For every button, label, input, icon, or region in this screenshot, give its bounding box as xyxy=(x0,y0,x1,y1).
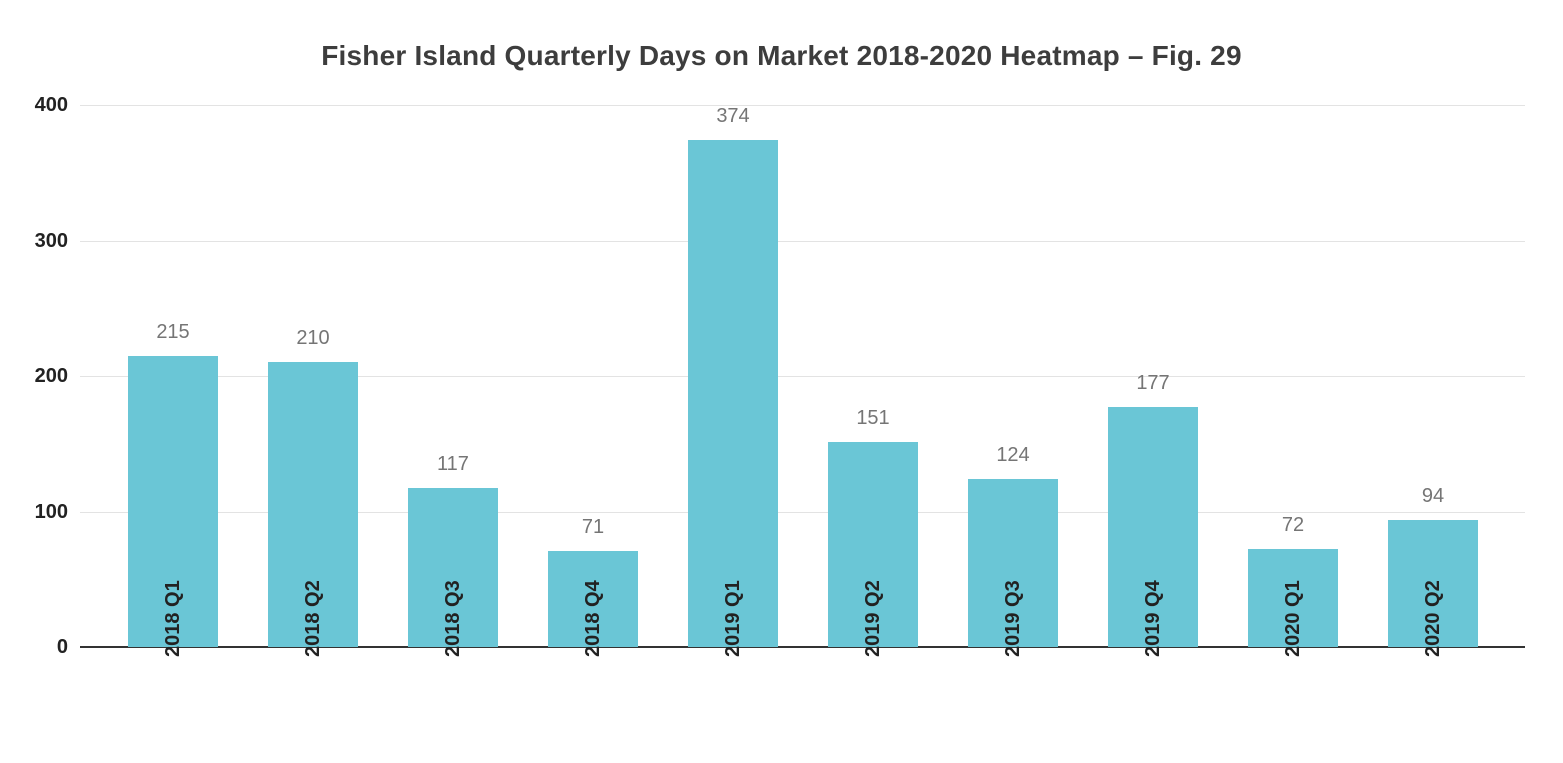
y-axis-tick-label: 300 xyxy=(34,229,68,252)
bar xyxy=(1108,407,1198,647)
bar-value-label: 177 xyxy=(1136,372,1170,394)
bar xyxy=(408,488,498,647)
bar xyxy=(688,140,778,647)
bar-value-label: 72 xyxy=(1281,514,1305,536)
bar xyxy=(268,362,358,647)
gridline xyxy=(80,240,1525,242)
bar-value-label: 71 xyxy=(581,516,605,538)
gridline xyxy=(80,511,1525,513)
bar xyxy=(1388,520,1478,647)
bar-value-label: 94 xyxy=(1421,485,1445,507)
y-axis-tick-label: 100 xyxy=(34,500,68,523)
bar-value-label: 117 xyxy=(437,453,469,475)
chart-title: Fisher Island Quarterly Days on Market 2… xyxy=(321,40,1242,71)
bar-value-label: 215 xyxy=(156,321,190,343)
y-axis-tick-label: 0 xyxy=(56,636,68,658)
gridline xyxy=(80,105,1525,106)
bar-value-label: 374 xyxy=(716,105,750,127)
bar-value-label: 151 xyxy=(856,407,890,429)
bar xyxy=(968,479,1058,647)
x-axis-baseline xyxy=(80,646,1525,648)
bar-value-label: 210 xyxy=(296,327,330,349)
gridline xyxy=(80,376,1525,377)
bar-value-label: 124 xyxy=(996,444,1030,466)
bar xyxy=(128,356,218,647)
plot-area: 215 210 117 71 374 151 124 177 72 94 xyxy=(80,105,1525,648)
bar xyxy=(1248,549,1338,647)
bar xyxy=(548,551,638,647)
y-axis-tick-label: 400 xyxy=(34,94,68,116)
bar xyxy=(828,442,918,647)
y-axis-tick-label: 200 xyxy=(34,365,68,387)
